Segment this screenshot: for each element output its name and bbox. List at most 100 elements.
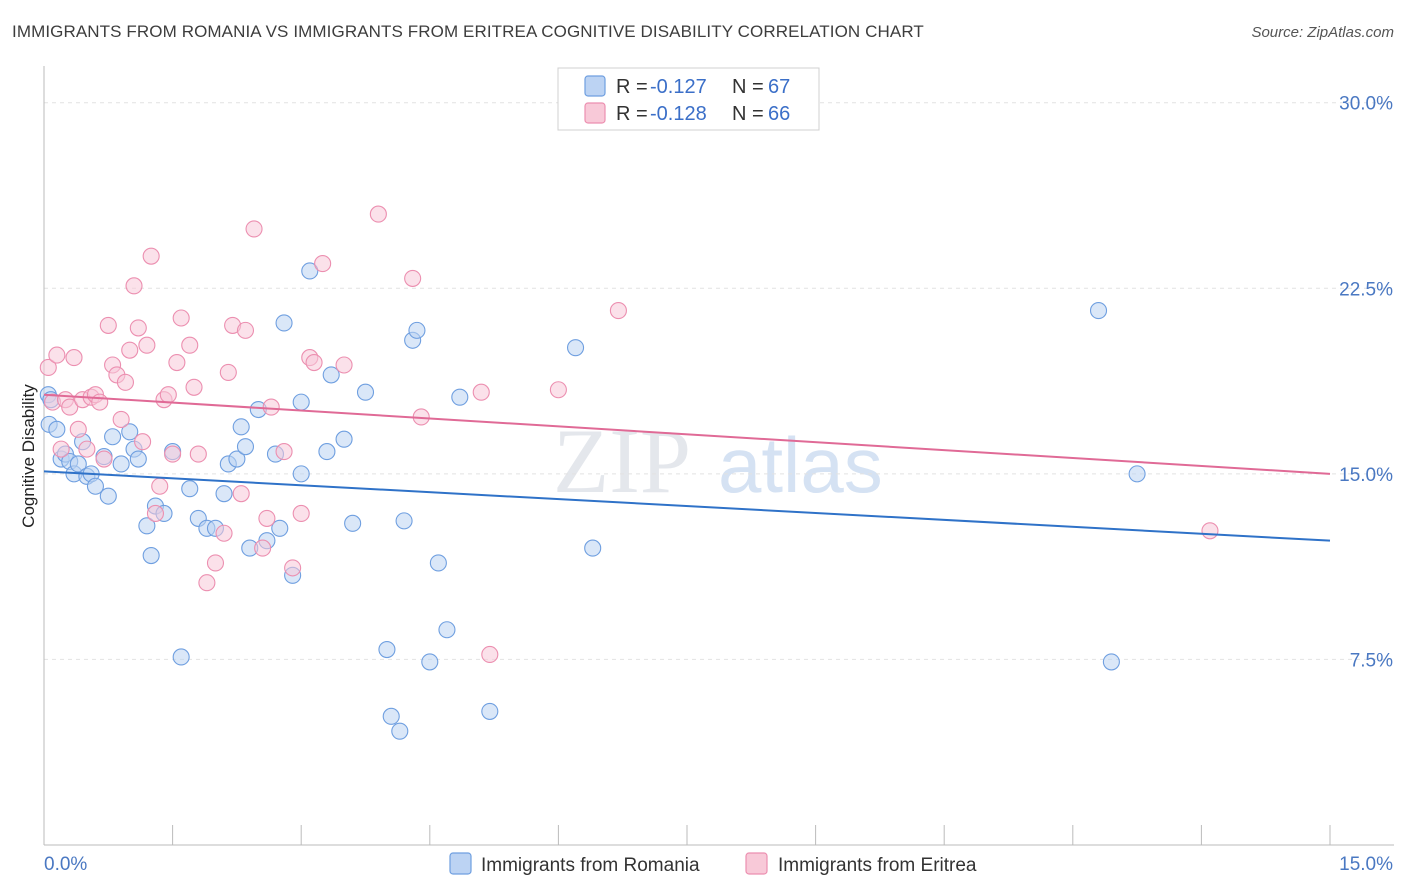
x-tick-label: 0.0% bbox=[44, 854, 87, 875]
point-romania bbox=[228, 450, 246, 468]
point-eritrea bbox=[168, 353, 186, 372]
point-eritrea bbox=[335, 356, 353, 374]
legend-n-value-romania: 67 bbox=[768, 76, 790, 98]
legend-r-label-romania: R = bbox=[616, 76, 648, 98]
legend-r-label-eritrea: R = bbox=[616, 103, 648, 125]
point-romania bbox=[1089, 302, 1108, 320]
point-eritrea bbox=[185, 378, 203, 396]
point-romania bbox=[356, 383, 375, 401]
point-eritrea bbox=[125, 277, 143, 295]
point-eritrea bbox=[189, 445, 207, 463]
point-eritrea bbox=[262, 398, 280, 416]
point-romania bbox=[138, 517, 156, 535]
point-romania bbox=[48, 420, 66, 438]
point-romania bbox=[1128, 465, 1146, 483]
point-eritrea bbox=[52, 440, 70, 458]
point-romania bbox=[391, 722, 409, 740]
point-eritrea bbox=[305, 353, 323, 372]
point-eritrea bbox=[1201, 522, 1219, 540]
point-eritrea bbox=[284, 559, 302, 577]
point-eritrea bbox=[254, 539, 272, 557]
point-eritrea bbox=[146, 504, 165, 523]
point-romania bbox=[129, 450, 147, 468]
trend-line-eritrea bbox=[43, 393, 1331, 475]
point-eritrea bbox=[99, 316, 117, 334]
watermark: ZIP atlas bbox=[553, 410, 883, 512]
point-eritrea bbox=[39, 358, 57, 377]
legend-n-value-eritrea: 66 bbox=[768, 103, 790, 125]
point-eritrea bbox=[481, 645, 499, 664]
data-points bbox=[39, 205, 1219, 740]
point-eritrea bbox=[95, 450, 113, 468]
point-eritrea bbox=[65, 349, 83, 367]
point-romania bbox=[584, 539, 602, 557]
point-romania bbox=[335, 430, 353, 448]
point-romania bbox=[232, 418, 250, 436]
point-eritrea bbox=[236, 321, 255, 339]
point-eritrea bbox=[48, 346, 66, 364]
point-eritrea bbox=[609, 302, 627, 320]
point-romania bbox=[344, 514, 362, 532]
bottom-legend-label-eritrea: Immigrants from Eritrea bbox=[778, 855, 977, 876]
point-romania bbox=[292, 393, 310, 411]
trend-lines bbox=[43, 393, 1331, 542]
y-tick-label: 22.5% bbox=[1339, 279, 1393, 300]
tick-labels: 7.5% 15.0% 22.5% 30.0% 0.0% 15.0% bbox=[44, 94, 1393, 875]
legend-swatch-eritrea bbox=[584, 102, 606, 124]
point-romania bbox=[86, 477, 104, 495]
bottom-legend-swatch-romania bbox=[449, 852, 472, 875]
axes bbox=[43, 66, 1394, 846]
legend-r-value-romania: -0.127 bbox=[650, 76, 707, 98]
point-romania bbox=[236, 438, 255, 456]
point-eritrea bbox=[369, 205, 387, 223]
point-eritrea bbox=[134, 433, 152, 451]
y-tick-label: 15.0% bbox=[1339, 465, 1393, 486]
point-eritrea bbox=[151, 477, 169, 495]
point-eritrea bbox=[219, 363, 237, 381]
point-eritrea bbox=[172, 309, 190, 327]
point-eritrea bbox=[258, 509, 276, 527]
point-eritrea bbox=[245, 220, 263, 238]
legend-r-value-eritrea: -0.128 bbox=[650, 103, 707, 125]
point-romania bbox=[481, 702, 499, 720]
point-eritrea bbox=[164, 445, 182, 463]
legend-swatch-romania bbox=[584, 75, 606, 97]
y-axis-label: Cognitive Disability bbox=[19, 384, 38, 528]
point-eritrea bbox=[275, 443, 293, 461]
legend-n-label-romania: N = bbox=[732, 76, 764, 98]
point-eritrea bbox=[112, 410, 130, 428]
point-romania bbox=[566, 339, 585, 357]
point-romania bbox=[99, 487, 117, 505]
trend-line-romania bbox=[43, 470, 1331, 542]
point-eritrea bbox=[91, 393, 109, 411]
point-eritrea bbox=[116, 373, 134, 391]
point-romania bbox=[318, 443, 336, 461]
series-legend: Immigrants from Romania Immigrants from … bbox=[449, 852, 977, 876]
point-romania bbox=[395, 512, 413, 530]
point-romania bbox=[271, 519, 289, 537]
point-eritrea bbox=[232, 485, 250, 503]
bottom-legend-swatch-eritrea bbox=[745, 852, 768, 875]
point-romania bbox=[451, 388, 469, 406]
point-romania bbox=[121, 423, 139, 441]
chart-title: IMMIGRANTS FROM ROMANIA VS IMMIGRANTS FR… bbox=[12, 22, 924, 41]
legend-n-label-eritrea: N = bbox=[732, 103, 764, 125]
bottom-legend-label-romania: Immigrants from Romania bbox=[481, 855, 700, 876]
point-eritrea bbox=[472, 383, 490, 401]
y-tick-label: 7.5% bbox=[1350, 650, 1393, 671]
point-eritrea bbox=[404, 269, 422, 287]
point-eritrea bbox=[314, 255, 332, 273]
point-romania bbox=[275, 314, 293, 332]
point-eritrea bbox=[129, 319, 147, 337]
watermark-atlas: atlas bbox=[718, 421, 883, 509]
point-eritrea bbox=[159, 386, 177, 404]
point-eritrea bbox=[206, 554, 225, 572]
point-romania bbox=[421, 653, 439, 671]
point-eritrea bbox=[215, 524, 233, 542]
stats-legend: R = -0.127 N = 67 R = -0.128 N = 66 bbox=[557, 67, 820, 131]
point-eritrea bbox=[138, 336, 156, 354]
point-romania bbox=[378, 640, 396, 659]
point-romania bbox=[429, 554, 447, 572]
y-tick-label: 30.0% bbox=[1339, 94, 1393, 115]
